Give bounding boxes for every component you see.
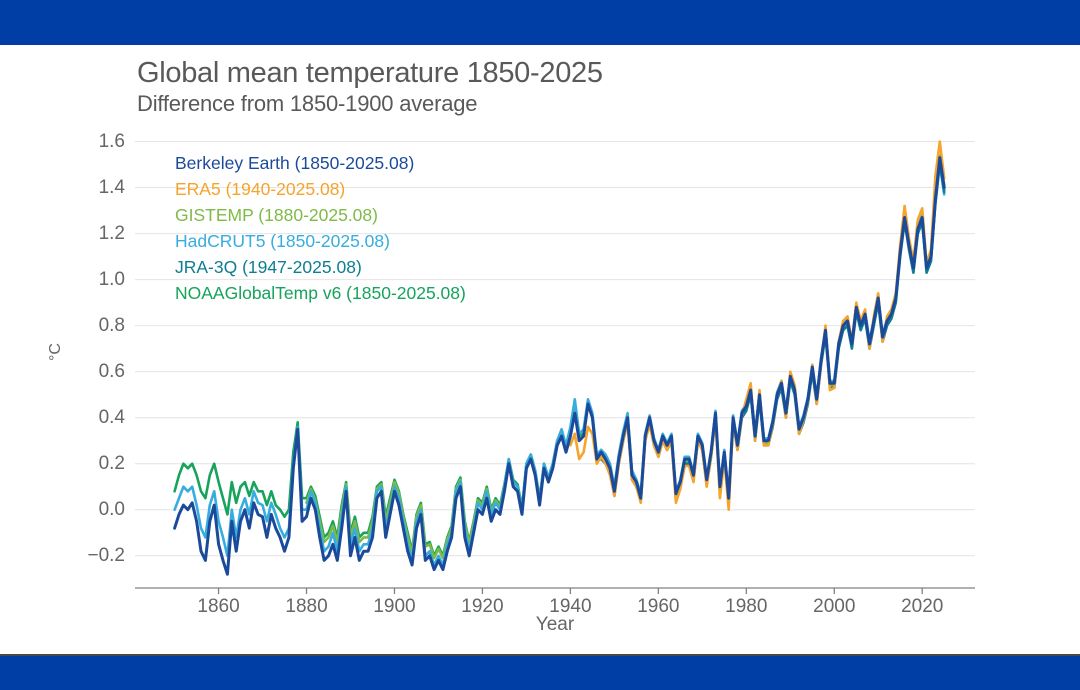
legend-label: HadCRUT5 (1850-2025.08) (175, 231, 390, 251)
legend-label: GISTEMP (1880-2025.08) (175, 205, 378, 225)
y-tick-label: 0.8 (98, 314, 125, 336)
legend-label: NOAAGlobalTemp v6 (1850-2025.08) (175, 283, 466, 303)
series-line-jra-3q (599, 160, 946, 505)
legend-item-berkeley-earth: Berkeley Earth (1850-2025.08) (175, 150, 466, 176)
x-tick-label: 1900 (373, 596, 416, 617)
x-tick-label: 1940 (549, 596, 592, 617)
x-tick-label: 2000 (813, 596, 856, 617)
y-tick-label: 0.6 (98, 360, 125, 382)
legend-item-jra-3q: JRA-3Q (1947-2025.08) (175, 254, 466, 280)
legend-label: Berkeley Earth (1850-2025.08) (175, 153, 415, 173)
legend-item-era5: ERA5 (1940-2025.08) (175, 176, 466, 202)
y-tick-label: 0.2 (98, 452, 125, 474)
legend-item-hadcrut5: HadCRUT5 (1850-2025.08) (175, 228, 466, 254)
chart-subtitle: Difference from 1850-1900 average (137, 91, 478, 116)
y-tick-label: −0.2 (87, 544, 125, 566)
y-tick-label: 1.0 (98, 268, 125, 290)
series-line-era5 (569, 140, 946, 512)
y-tick-label: 0.0 (98, 498, 125, 520)
chart-legend: Berkeley Earth (1850-2025.08) ERA5 (1940… (175, 150, 466, 306)
legend-label: JRA-3Q (1947-2025.08) (175, 257, 362, 277)
legend-label: ERA5 (1940-2025.08) (175, 179, 346, 199)
x-tick-label: 1860 (197, 596, 240, 617)
legend-item-noaaglobaltemp: NOAAGlobalTemp v6 (1850-2025.08) (175, 280, 466, 306)
x-tick-label: 1960 (637, 596, 680, 617)
x-tick-label: 2020 (901, 596, 944, 617)
x-axis-label: Year (535, 614, 575, 635)
x-tick-label: 1920 (461, 596, 504, 617)
y-tick-label: 1.4 (98, 176, 125, 198)
y-tick-label: 1.2 (98, 222, 125, 244)
x-tick-label: 1980 (725, 596, 768, 617)
y-tick-label: 1.6 (98, 130, 125, 152)
top-banner (0, 0, 1080, 45)
bottom-banner (0, 654, 1080, 690)
y-tick-label: 0.4 (98, 406, 125, 428)
chart-title: Global mean temperature 1850-2025 (137, 57, 603, 89)
legend-item-gistemp: GISTEMP (1880-2025.08) (175, 202, 466, 228)
x-tick-label: 1880 (285, 596, 328, 617)
